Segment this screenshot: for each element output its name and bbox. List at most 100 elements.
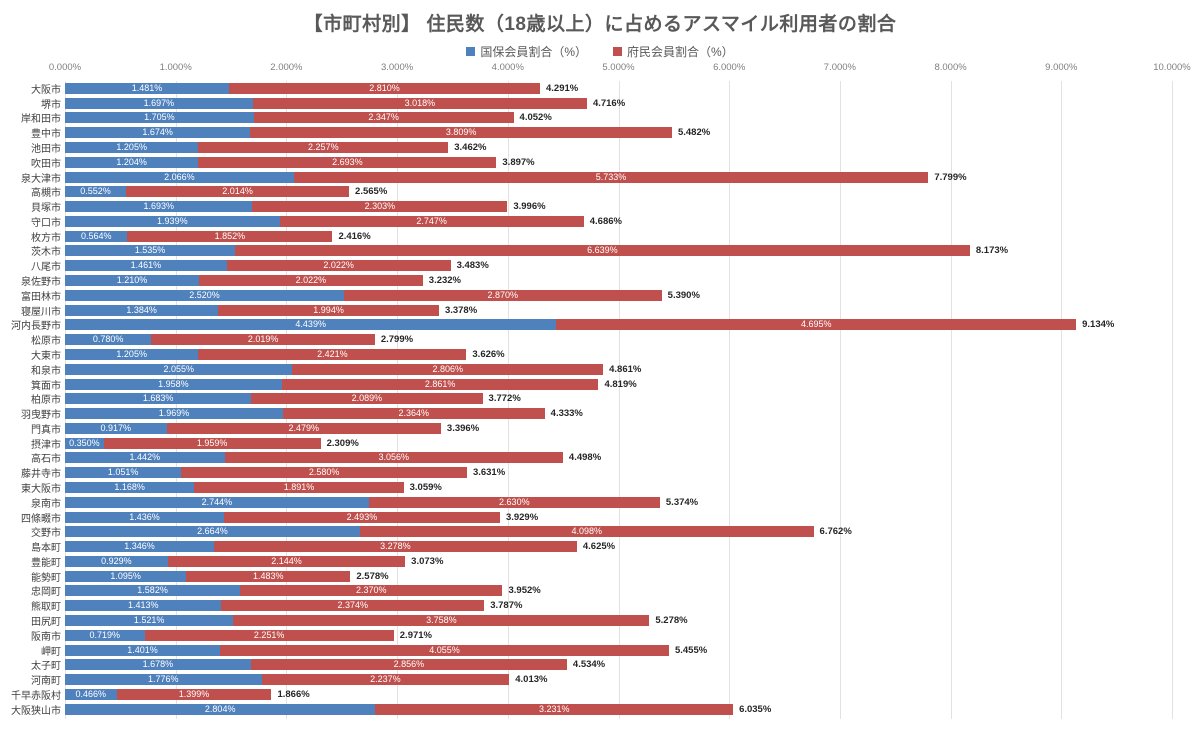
nhi-segment: 4.439% <box>65 319 557 331</box>
bar-track: 2.744% 2.630% 5.374% <box>65 496 1172 508</box>
nhi-value-label: 0.917% <box>100 422 132 433</box>
bar-track: 1.521% 3.758% 5.278% <box>65 615 1172 627</box>
total-label: 5.482% <box>677 127 711 139</box>
nhi-segment: 1.776% <box>65 674 262 686</box>
category-label: 東大阪市 <box>21 483 61 495</box>
bar-row: 岬町 1.401% 4.055% 5.455% <box>0 643 1200 658</box>
nhi-segment: 1.582% <box>65 585 241 597</box>
fumin-value-label: 2.374% <box>337 600 369 611</box>
fumin-value-label: 2.022% <box>323 260 354 271</box>
nhi-value-label: 1.535% <box>134 245 166 256</box>
total-label: 3.952% <box>508 585 541 597</box>
category-label: 大阪市 <box>31 84 61 96</box>
fumin-value-label: 2.870% <box>487 289 519 300</box>
fumin-segment: 2.257% <box>198 142 449 154</box>
nhi-value-label: 0.780% <box>92 334 124 345</box>
category-label: 貝塚市 <box>31 203 61 215</box>
nhi-value-label: 2.066% <box>164 171 195 182</box>
bar-track: 1.969% 2.364% 4.333% <box>65 408 1172 420</box>
nhi-value-label: 1.168% <box>114 481 145 492</box>
bar-track: 0.552% 2.014% 2.565% <box>65 186 1172 198</box>
nhi-value-label: 0.350% <box>69 437 100 448</box>
bar-track: 1.776% 2.237% 4.013% <box>65 674 1172 686</box>
bar-track: 1.346% 3.278% 4.625% <box>65 541 1172 553</box>
bar-row: 堺市 1.697% 3.018% 4.716% <box>0 96 1200 111</box>
nhi-segment: 2.664% <box>65 526 360 538</box>
total-label: 9.134% <box>1082 319 1115 331</box>
bar-row: 交野市 2.664% 4.098% 6.762% <box>0 524 1200 539</box>
category-label: 摂津市 <box>31 439 61 451</box>
fumin-segment: 2.810% <box>228 82 540 94</box>
category-label: 大阪狭山市 <box>11 705 61 717</box>
total-label: 4.861% <box>609 363 642 375</box>
x-tick-label: 3.000% <box>380 62 414 73</box>
bar-row: 岸和田市 1.705% 2.347% 4.052% <box>0 111 1200 125</box>
gridline <box>618 81 620 719</box>
plot-area: 大阪市 1.481% 2.810% 4.291% 堺市 1.697% 3.018% 4.716… <box>0 81 1200 721</box>
fumin-value-label: 2.693% <box>332 156 363 167</box>
nhi-segment: 1.697% <box>65 97 253 109</box>
bar-track: 1.413% 2.374% 3.787% <box>65 600 1172 612</box>
legend-label-nhi: 国保会員割合（%） <box>480 44 587 59</box>
fumin-value-label: 1.891% <box>283 481 315 492</box>
bar-track: 0.929% 2.144% 3.073% <box>65 555 1172 567</box>
category-label: 寝屋川市 <box>21 306 61 318</box>
fumin-value-label: 3.018% <box>404 97 436 108</box>
bar-track: 1.693% 2.303% 3.996% <box>65 201 1172 213</box>
bar-row: 茨木市 1.535% 6.639% 8.173% <box>0 244 1200 258</box>
fumin-value-label: 2.580% <box>308 467 340 478</box>
fumin-value-label: 1.852% <box>214 230 246 241</box>
bar-track: 0.719% 2.251% 2.971% <box>65 629 1172 641</box>
legend-label-fumin: 府民会員割合（%） <box>627 44 734 59</box>
fumin-segment: 1.891% <box>194 481 404 493</box>
nhi-value-label: 1.401% <box>127 644 158 655</box>
nhi-value-label: 1.521% <box>133 615 165 626</box>
nhi-value-label: 1.095% <box>110 570 141 581</box>
gridline <box>507 81 509 719</box>
fumin-segment: 2.580% <box>181 467 467 479</box>
total-label: 6.762% <box>819 526 852 538</box>
total-label: 4.819% <box>604 378 637 390</box>
nhi-value-label: 1.776% <box>148 674 179 685</box>
nhi-value-label: 1.205% <box>116 348 147 359</box>
nhi-value-label: 1.939% <box>157 215 188 226</box>
chart-legend: 国保会員割合（%） 府民会員割合（%） <box>0 43 1200 59</box>
total-label: 4.716% <box>592 97 626 109</box>
bar-track: 1.683% 2.089% 3.772% <box>65 393 1172 405</box>
fumin-segment: 2.493% <box>223 511 500 523</box>
bar-track: 1.205% 2.421% 3.626% <box>65 348 1172 360</box>
gridline <box>1172 81 1173 719</box>
total-label: 5.278% <box>655 615 688 627</box>
fumin-segment: 1.852% <box>127 230 333 242</box>
fumin-segment: 2.019% <box>151 334 375 346</box>
fumin-value-label: 1.399% <box>178 688 210 699</box>
nhi-value-label: 1.205% <box>116 142 147 153</box>
category-label: 池田市 <box>31 144 61 156</box>
total-label: 3.483% <box>456 260 489 272</box>
nhi-segment: 1.693% <box>65 201 253 213</box>
nhi-segment: 1.461% <box>65 260 227 272</box>
gridline <box>1061 81 1063 719</box>
fumin-value-label: 2.019% <box>247 334 279 345</box>
bar-row: 和泉市 2.055% 2.806% 4.861% <box>0 362 1200 377</box>
fumin-segment: 2.364% <box>282 408 545 420</box>
total-label: 4.534% <box>572 659 606 671</box>
fumin-value-label: 2.493% <box>346 511 378 522</box>
x-tick-label: 5.000% <box>602 62 635 73</box>
nhi-segment: 2.066% <box>65 171 294 183</box>
bar-track: 0.350% 1.959% 2.309% <box>65 437 1172 449</box>
nhi-segment: 1.958% <box>65 378 282 390</box>
x-tick-label: 8.000% <box>934 62 967 73</box>
fumin-value-label: 2.022% <box>295 275 327 286</box>
bar-row: 高石市 1.442% 3.056% 4.498% <box>0 451 1200 465</box>
bar-row: 田尻町 1.521% 3.758% 5.278% <box>0 613 1200 628</box>
total-label: 5.390% <box>667 289 700 301</box>
fumin-segment: 2.089% <box>251 393 483 405</box>
bar-row: 四條畷市 1.436% 2.493% 3.929% <box>0 510 1200 525</box>
category-label: 四條畷市 <box>21 513 61 525</box>
category-label: 箕面市 <box>31 380 61 392</box>
category-label: 太子町 <box>31 661 61 673</box>
gridline <box>950 81 952 719</box>
category-label: 千早赤阪村 <box>11 690 61 702</box>
